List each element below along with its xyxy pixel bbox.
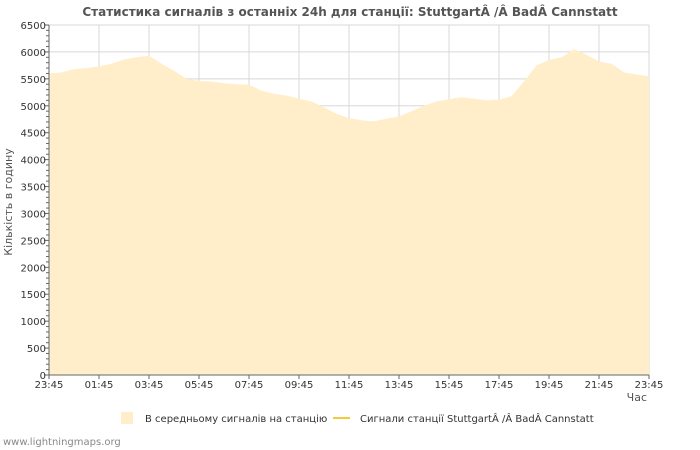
y-tick-label: 2000 xyxy=(21,263,46,274)
x-tick-label: 13:45 xyxy=(385,380,414,391)
x-tick-labels: 23:45 01:45 03:45 05:45 07:45 09:45 11:45 13:45… xyxy=(35,380,664,391)
y-tick-label: 0 xyxy=(40,371,46,382)
legend-label-station: Сигнали станції StuttgartÂ /Â BadÂ Canns… xyxy=(360,412,594,425)
x-tick-label: 19:45 xyxy=(535,380,564,391)
y-tick-label: 3000 xyxy=(21,209,46,220)
x-tick-label: 15:45 xyxy=(435,380,464,391)
y-axis-label: Кількість в годину xyxy=(2,148,15,256)
legend-label-average: В середньому сигналів на станцію xyxy=(145,413,327,425)
y-tick-label: 2500 xyxy=(21,236,46,247)
y-tick-label: 500 xyxy=(27,344,46,355)
x-tick-label: 07:45 xyxy=(235,380,264,391)
x-axis-label: Час xyxy=(627,391,647,404)
credit-text: www.lightningmaps.org xyxy=(3,437,121,448)
chart-title: Статистика сигналів з останніх 24h для с… xyxy=(82,4,618,19)
x-tick-label: 03:45 xyxy=(135,380,164,391)
legend: В середньому сигналів на станцію Сигнали… xyxy=(121,412,594,425)
axes xyxy=(44,24,650,379)
x-tick-label: 21:45 xyxy=(585,380,614,391)
y-tick-label: 5500 xyxy=(21,75,46,86)
x-tick-label: 23:45 xyxy=(35,380,64,391)
x-tick-label: 11:45 xyxy=(335,380,364,391)
x-tick-label: 05:45 xyxy=(185,380,214,391)
y-tick-label: 6000 xyxy=(21,48,46,59)
legend-swatch-average xyxy=(121,412,133,424)
y-tick-label: 1000 xyxy=(21,317,46,328)
x-tick-label: 23:45 xyxy=(635,380,664,391)
y-tick-label: 6500 xyxy=(21,21,46,32)
x-tick-label: 09:45 xyxy=(285,380,314,391)
y-tick-label: 3500 xyxy=(21,183,46,194)
y-tick-label: 4500 xyxy=(21,129,46,140)
average-signals-area xyxy=(49,49,649,375)
x-tick-label: 17:45 xyxy=(485,380,514,391)
x-tick-label: 01:45 xyxy=(85,380,114,391)
y-tick-label: 1500 xyxy=(21,290,46,301)
y-tick-label: 4000 xyxy=(21,156,46,167)
y-tick-label: 5000 xyxy=(21,102,46,113)
y-tick-labels: 0 500 1000 1500 2000 2500 3000 3500 4000 4500 5000… xyxy=(21,21,46,382)
